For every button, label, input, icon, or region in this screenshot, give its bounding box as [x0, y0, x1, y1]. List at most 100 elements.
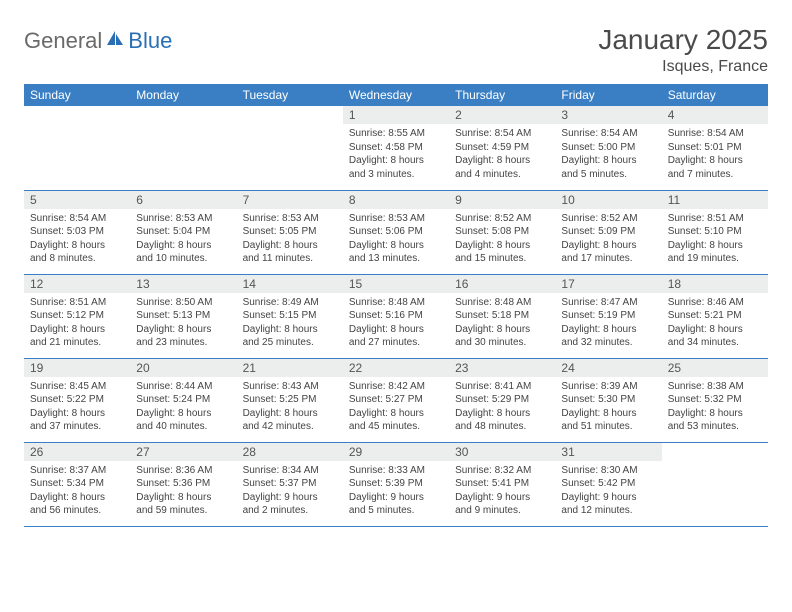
sunrise-line: Sunrise: 8:55 AM	[349, 127, 443, 141]
calendar-day-cell: 9Sunrise: 8:52 AMSunset: 5:08 PMDaylight…	[449, 190, 555, 274]
sunset-line: Sunset: 5:08 PM	[455, 225, 549, 239]
calendar-day-cell: 31Sunrise: 8:30 AMSunset: 5:42 PMDayligh…	[555, 442, 661, 526]
day-number: 27	[130, 443, 236, 461]
day-details: Sunrise: 8:42 AMSunset: 5:27 PMDaylight:…	[343, 377, 449, 438]
sunrise-line: Sunrise: 8:30 AM	[561, 464, 655, 478]
day-number: 28	[237, 443, 343, 461]
daylight-line: Daylight: 8 hours and 30 minutes.	[455, 323, 549, 350]
sunset-line: Sunset: 5:10 PM	[668, 225, 762, 239]
daylight-line: Daylight: 8 hours and 4 minutes.	[455, 154, 549, 181]
sunset-line: Sunset: 5:15 PM	[243, 309, 337, 323]
calendar-day-cell: 4Sunrise: 8:54 AMSunset: 5:01 PMDaylight…	[662, 106, 768, 190]
daylight-line: Daylight: 8 hours and 56 minutes.	[30, 491, 124, 518]
day-details: Sunrise: 8:51 AMSunset: 5:12 PMDaylight:…	[24, 293, 130, 354]
daylight-line: Daylight: 8 hours and 8 minutes.	[30, 239, 124, 266]
day-details: Sunrise: 8:49 AMSunset: 5:15 PMDaylight:…	[237, 293, 343, 354]
day-details: Sunrise: 8:41 AMSunset: 5:29 PMDaylight:…	[449, 377, 555, 438]
calendar-day-cell: 10Sunrise: 8:52 AMSunset: 5:09 PMDayligh…	[555, 190, 661, 274]
calendar-day-cell: 28Sunrise: 8:34 AMSunset: 5:37 PMDayligh…	[237, 442, 343, 526]
daylight-line: Daylight: 8 hours and 15 minutes.	[455, 239, 549, 266]
sunrise-line: Sunrise: 8:48 AM	[455, 296, 549, 310]
day-details: Sunrise: 8:37 AMSunset: 5:34 PMDaylight:…	[24, 461, 130, 522]
sunrise-line: Sunrise: 8:53 AM	[349, 212, 443, 226]
header: General Blue January 2025 Isques, France	[24, 24, 768, 76]
day-number: 22	[343, 359, 449, 377]
calendar-day-cell: 20Sunrise: 8:44 AMSunset: 5:24 PMDayligh…	[130, 358, 236, 442]
calendar-day-cell	[24, 106, 130, 190]
sunrise-line: Sunrise: 8:49 AM	[243, 296, 337, 310]
sunrise-line: Sunrise: 8:53 AM	[243, 212, 337, 226]
sunset-line: Sunset: 5:05 PM	[243, 225, 337, 239]
day-number: 3	[555, 106, 661, 124]
sunrise-line: Sunrise: 8:51 AM	[668, 212, 762, 226]
sunset-line: Sunset: 4:58 PM	[349, 141, 443, 155]
daylight-line: Daylight: 8 hours and 5 minutes.	[561, 154, 655, 181]
day-number: 15	[343, 275, 449, 293]
calendar-day-cell: 1Sunrise: 8:55 AMSunset: 4:58 PMDaylight…	[343, 106, 449, 190]
calendar-header-cell: Wednesday	[343, 84, 449, 106]
day-details: Sunrise: 8:54 AMSunset: 5:00 PMDaylight:…	[555, 124, 661, 185]
day-details: Sunrise: 8:48 AMSunset: 5:16 PMDaylight:…	[343, 293, 449, 354]
daylight-line: Daylight: 8 hours and 23 minutes.	[136, 323, 230, 350]
page-title: January 2025	[598, 24, 768, 56]
day-number: 6	[130, 191, 236, 209]
sunrise-line: Sunrise: 8:48 AM	[349, 296, 443, 310]
sunset-line: Sunset: 5:13 PM	[136, 309, 230, 323]
sunrise-line: Sunrise: 8:53 AM	[136, 212, 230, 226]
calendar-day-cell: 13Sunrise: 8:50 AMSunset: 5:13 PMDayligh…	[130, 274, 236, 358]
calendar-day-cell: 21Sunrise: 8:43 AMSunset: 5:25 PMDayligh…	[237, 358, 343, 442]
sunset-line: Sunset: 5:42 PM	[561, 477, 655, 491]
day-details: Sunrise: 8:52 AMSunset: 5:08 PMDaylight:…	[449, 209, 555, 270]
sunset-line: Sunset: 5:16 PM	[349, 309, 443, 323]
sunrise-line: Sunrise: 8:46 AM	[668, 296, 762, 310]
daylight-line: Daylight: 8 hours and 21 minutes.	[30, 323, 124, 350]
calendar-header-row: SundayMondayTuesdayWednesdayThursdayFrid…	[24, 84, 768, 106]
brand-sail-icon	[105, 29, 125, 54]
sunrise-line: Sunrise: 8:43 AM	[243, 380, 337, 394]
calendar-week-row: 12Sunrise: 8:51 AMSunset: 5:12 PMDayligh…	[24, 274, 768, 358]
sunset-line: Sunset: 5:30 PM	[561, 393, 655, 407]
daylight-line: Daylight: 9 hours and 5 minutes.	[349, 491, 443, 518]
sunset-line: Sunset: 5:21 PM	[668, 309, 762, 323]
calendar-week-row: 1 Sunrise: 8:55 AMSunset: 4:58 PM Daylight…	[24, 106, 768, 190]
day-number: 10	[555, 191, 661, 209]
calendar-week-row: 5Sunrise: 8:54 AMSunset: 5:03 PMDaylight…	[24, 190, 768, 274]
calendar-day-cell	[130, 106, 236, 190]
calendar-day-cell: 17Sunrise: 8:47 AMSunset: 5:19 PMDayligh…	[555, 274, 661, 358]
day-number: 8	[343, 191, 449, 209]
daylight-line: Daylight: 8 hours and 40 minutes.	[136, 407, 230, 434]
sunset-line: Sunset: 5:24 PM	[136, 393, 230, 407]
calendar-header-cell: Tuesday	[237, 84, 343, 106]
daylight-line: Daylight: 8 hours and 11 minutes.	[243, 239, 337, 266]
daylight-line: Daylight: 9 hours and 12 minutes.	[561, 491, 655, 518]
day-details: Sunrise: 8:38 AMSunset: 5:32 PMDaylight:…	[662, 377, 768, 438]
location-label: Isques, France	[598, 58, 768, 76]
day-number: 25	[662, 359, 768, 377]
day-number: 30	[449, 443, 555, 461]
brand-blue: Blue	[128, 28, 172, 54]
day-details: Sunrise: 8:54 AMSunset: 5:01 PMDaylight:…	[662, 124, 768, 185]
calendar-week-row: 19Sunrise: 8:45 AMSunset: 5:22 PMDayligh…	[24, 358, 768, 442]
daylight-line: Daylight: 8 hours and 45 minutes.	[349, 407, 443, 434]
sunrise-line: Sunrise: 8:47 AM	[561, 296, 655, 310]
day-number: 7	[237, 191, 343, 209]
day-details: Sunrise: 8:32 AMSunset: 5:41 PMDaylight:…	[449, 461, 555, 522]
day-number: 23	[449, 359, 555, 377]
sunrise-line: Sunrise: 8:51 AM	[30, 296, 124, 310]
day-number: 1	[343, 106, 449, 124]
sunrise-line: Sunrise: 8:39 AM	[561, 380, 655, 394]
day-number: 18	[662, 275, 768, 293]
daylight-line: Daylight: 8 hours and 13 minutes.	[349, 239, 443, 266]
calendar-day-cell	[662, 442, 768, 526]
calendar-header-cell: Saturday	[662, 84, 768, 106]
day-number: 14	[237, 275, 343, 293]
sunset-line: Sunset: 5:32 PM	[668, 393, 762, 407]
sunset-line: Sunset: 5:03 PM	[30, 225, 124, 239]
day-details: Sunrise: 8:53 AMSunset: 5:06 PMDaylight:…	[343, 209, 449, 270]
sunrise-line: Sunrise: 8:37 AM	[30, 464, 124, 478]
calendar-day-cell: 11Sunrise: 8:51 AMSunset: 5:10 PMDayligh…	[662, 190, 768, 274]
day-details: Sunrise: 8:53 AMSunset: 5:05 PMDaylight:…	[237, 209, 343, 270]
daylight-line: Daylight: 8 hours and 59 minutes.	[136, 491, 230, 518]
day-details: Sunrise: 8:46 AMSunset: 5:21 PMDaylight:…	[662, 293, 768, 354]
sunrise-line: Sunrise: 8:52 AM	[561, 212, 655, 226]
